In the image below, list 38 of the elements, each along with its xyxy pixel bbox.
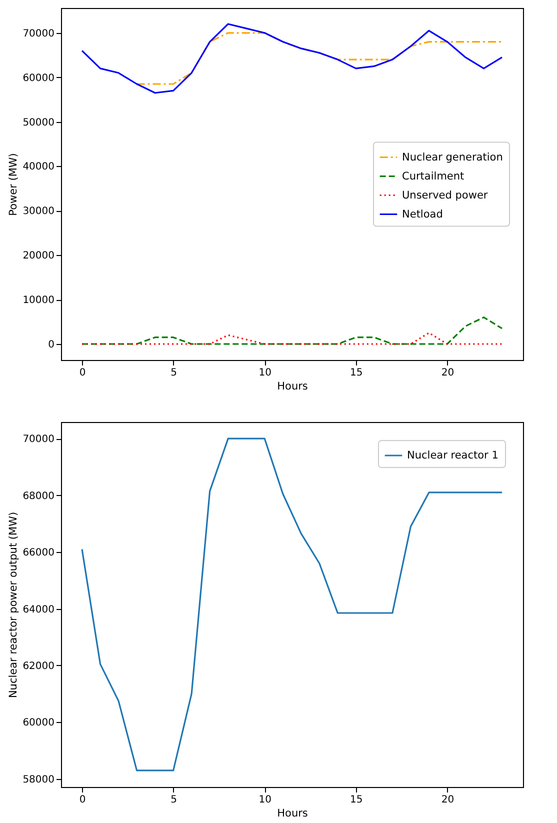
x-tick-label: 15 (350, 368, 363, 378)
y-tick-label: 40000 (22, 162, 54, 173)
legend-label: Unserved power (402, 189, 488, 202)
y-tick-label: 62000 (22, 660, 54, 672)
y-tick-label: 50000 (22, 117, 54, 128)
y-tick-label: 70000 (22, 28, 54, 40)
line-series (81, 23, 503, 94)
x-tick-label: 15 (350, 794, 363, 806)
y-axis-title: Nuclear reactor power output (MW) (8, 512, 20, 698)
legend-label: Nuclear generation (402, 151, 503, 164)
y-tick-label: 70000 (22, 434, 54, 446)
x-tick-label: 20 (441, 368, 454, 378)
x-tick-label: 5 (170, 368, 177, 378)
y-axis-title: Power (MW) (8, 153, 20, 216)
legend-label: Curtailment (402, 170, 464, 182)
legend-label: Netload (402, 208, 443, 220)
line-series (81, 316, 503, 345)
y-tick-label: 66000 (22, 548, 54, 559)
y-tick-label: 64000 (22, 604, 54, 616)
line-series (81, 332, 503, 345)
y-tick-label: 0 (48, 340, 54, 350)
y-tick-label: 20000 (22, 250, 54, 262)
y-tick-label: 58000 (22, 774, 54, 786)
y-tick-label: 10000 (22, 295, 54, 306)
x-tick-label: 0 (79, 368, 86, 378)
legend-label: Nuclear reactor 1 (407, 450, 498, 462)
x-tick-label: 20 (441, 794, 454, 806)
x-tick-label: 5 (170, 794, 177, 806)
y-tick-label: 60000 (22, 72, 54, 84)
line-series (81, 438, 503, 772)
x-tick-label: 0 (79, 794, 86, 806)
y-tick-label: 68000 (22, 490, 54, 502)
x-tick-label: 10 (258, 794, 272, 806)
x-axis-title: Hours (277, 380, 308, 392)
y-tick-label: 30000 (22, 206, 54, 218)
y-tick-label: 60000 (22, 718, 54, 729)
x-axis-title: Hours (277, 808, 308, 820)
x-tick-label: 10 (258, 368, 272, 378)
